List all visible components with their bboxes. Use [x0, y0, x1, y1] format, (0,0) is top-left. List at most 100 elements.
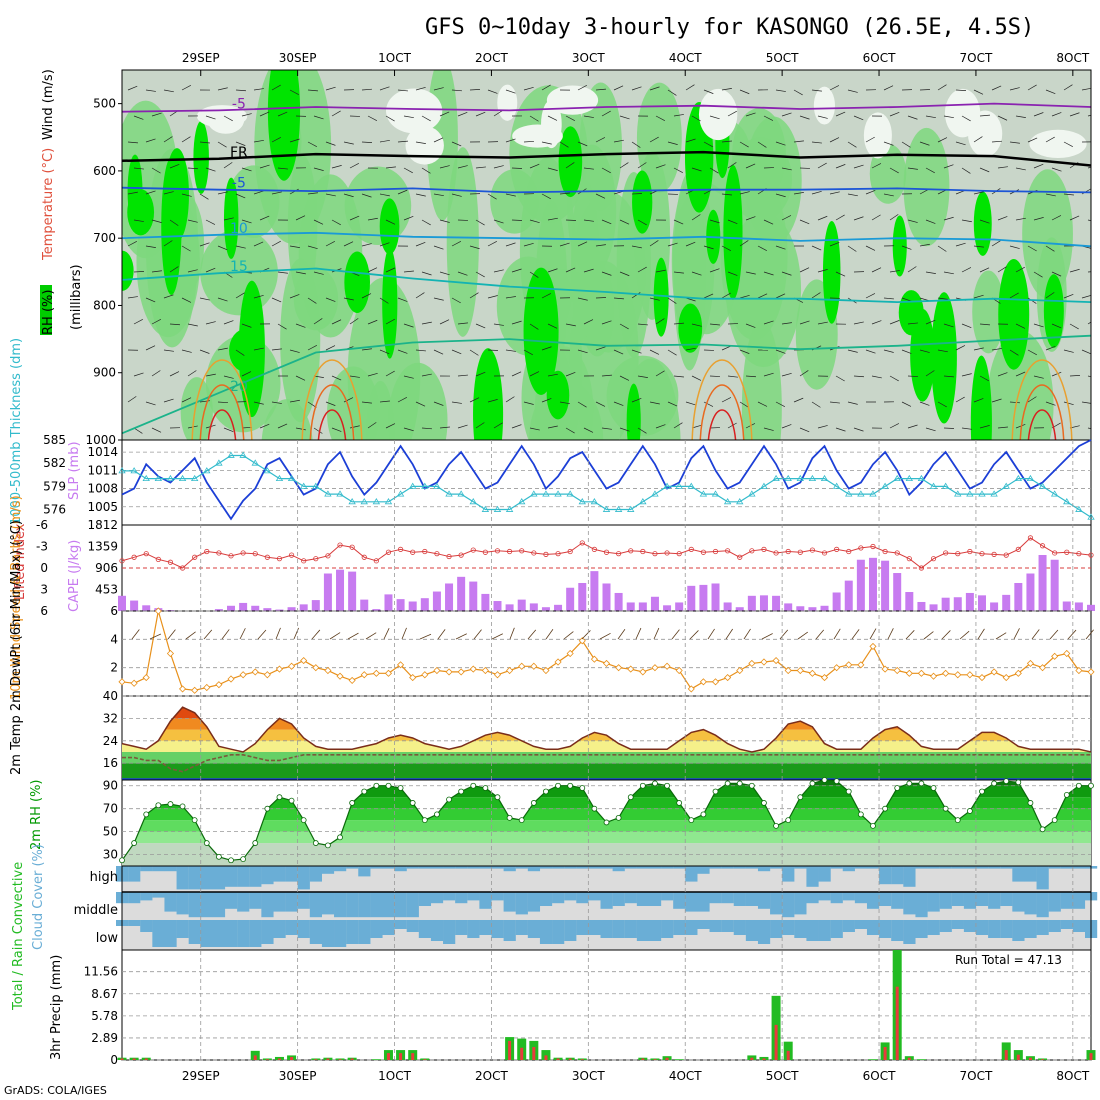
rh-blob: [388, 362, 448, 440]
thickness-point: [554, 490, 562, 497]
li-tick-label: -3: [36, 540, 48, 554]
thickness-point: [118, 467, 126, 474]
wind-barb: [529, 323, 539, 330]
wind-barb: [1063, 193, 1074, 196]
rh-point: [567, 782, 574, 789]
wind-speed-point: [469, 665, 477, 673]
wind-speed-point: [602, 659, 611, 667]
cape-bar: [432, 591, 441, 611]
wind-barb: [403, 427, 414, 432]
wind-barb: [421, 373, 432, 377]
precip-conv-bar: [556, 1058, 560, 1060]
wind-barb: [1069, 215, 1080, 221]
wind-barb: [991, 85, 1002, 91]
wind-barb: [991, 140, 1002, 143]
li-point: [264, 554, 270, 560]
temp-band: [122, 740, 1091, 752]
wind-barb: [325, 241, 336, 247]
li-point: [119, 558, 125, 564]
wind-barb: [847, 401, 858, 405]
rh-point: [434, 811, 440, 818]
wind-speed-point: [1063, 649, 1071, 658]
cloud-cell: [975, 866, 989, 869]
wind-barb: [883, 193, 894, 197]
wind-barb: [565, 323, 576, 327]
wind-barb: [565, 219, 577, 221]
wind-barb: [793, 192, 804, 195]
li-point: [1003, 552, 1009, 558]
temp-bands: [122, 707, 1091, 780]
bottom-day-label: 7OCT: [960, 1069, 993, 1083]
wind-barb: [505, 138, 516, 143]
wind-barb: [721, 397, 732, 403]
wind-barb: [415, 349, 426, 352]
rh-blob-high: [523, 267, 559, 395]
wind-barb: [973, 245, 984, 248]
wind-speed-point: [929, 672, 938, 680]
wind-barb: [835, 375, 845, 382]
wind-barb: [961, 323, 972, 329]
surface-wind-barb: [203, 629, 213, 640]
wind-barb: [361, 141, 373, 143]
rh-point: [167, 801, 174, 807]
thickness-point: [190, 474, 199, 482]
wind-barb: [595, 401, 606, 407]
slp-tick-label: 1005: [87, 500, 118, 514]
wind-barb: [421, 219, 431, 226]
rh-blob-high: [238, 280, 265, 418]
wind-speed-point: [130, 679, 138, 687]
cloud-cell: [770, 920, 783, 938]
cape-bar: [348, 571, 357, 611]
wind-barb: [361, 193, 372, 198]
cape-bar: [384, 594, 393, 611]
wind-barb: [367, 267, 378, 273]
cloud-cell: [479, 920, 492, 935]
cloud-cell: [225, 920, 238, 947]
cape-bar: [772, 595, 781, 611]
wind-barb: [901, 401, 912, 407]
wind-barb: [757, 401, 768, 407]
wind-barb: [163, 398, 174, 403]
precip-panel-frame: [121, 949, 1092, 1061]
cloud-cell: [430, 920, 444, 941]
cloud-cell: [757, 920, 771, 944]
wind-speed-point: [324, 666, 332, 675]
cloud-cell: [818, 866, 831, 882]
precip-conv-bar: [423, 1059, 427, 1060]
li-point: [494, 548, 501, 554]
cloud-cell: [794, 892, 807, 915]
rh-blob: [280, 258, 321, 423]
wind-barb: [901, 141, 911, 148]
wind-barb: [163, 349, 174, 352]
wind-barb: [997, 115, 1008, 121]
contour-line: [122, 334, 1091, 435]
cloud-cell: [334, 866, 347, 872]
wind-barb: [739, 141, 749, 148]
li-point: [543, 551, 549, 557]
cloud-cell: [346, 892, 359, 918]
rh-point: [155, 802, 162, 809]
wind-barb: [721, 292, 731, 299]
precip-conv-bar: [544, 1055, 548, 1060]
surface-wind-barb: [1031, 629, 1040, 640]
cloud-cell: [382, 866, 395, 869]
cloud-cell: [661, 920, 674, 938]
wind-speed-point: [542, 666, 550, 675]
cloud-cell: [576, 920, 589, 935]
wind-barb: [667, 401, 678, 407]
rh-point: [397, 785, 404, 791]
precip-conv-bar: [132, 1058, 136, 1060]
cloud-cell: [939, 892, 952, 909]
li-point: [276, 556, 283, 562]
wind-barb: [151, 167, 161, 174]
wind-barb: [1027, 396, 1037, 403]
wind-barb: [475, 422, 485, 429]
wind-barb: [739, 240, 749, 247]
cape-bar: [590, 571, 599, 611]
wind-barb: [277, 167, 288, 170]
cloud-cell: [685, 892, 698, 912]
rh-point: [1015, 779, 1022, 786]
surface-wind-barb: [365, 632, 377, 640]
wind-barb: [1009, 141, 1020, 144]
li-tick-label: -6: [36, 518, 48, 532]
